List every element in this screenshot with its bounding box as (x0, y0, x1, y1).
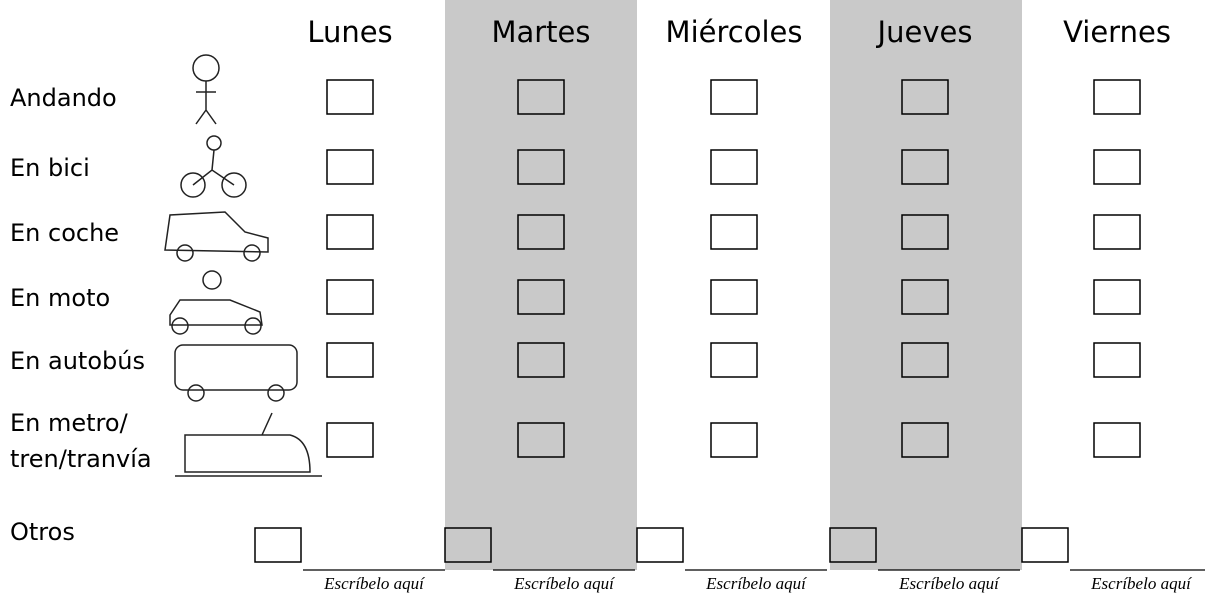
hint: Escríbelo aquí (898, 574, 1000, 593)
checkbox[interactable] (326, 149, 374, 185)
row-label: En autobús (10, 347, 145, 375)
row-label: En coche (10, 219, 119, 247)
row-label: En metro/ (10, 409, 129, 437)
checkbox[interactable] (517, 279, 565, 315)
hint: Escríbelo aquí (513, 574, 615, 593)
checkbox[interactable] (517, 149, 565, 185)
checkbox[interactable] (326, 342, 374, 378)
checkbox[interactable] (1093, 214, 1141, 250)
checkbox[interactable] (710, 279, 758, 315)
checkbox[interactable] (710, 214, 758, 250)
hint: Escríbelo aquí (705, 574, 807, 593)
checkbox[interactable] (1093, 279, 1141, 315)
checkbox[interactable] (901, 79, 949, 115)
checkbox[interactable] (254, 527, 302, 563)
checkbox[interactable] (829, 527, 877, 563)
checkbox[interactable] (517, 214, 565, 250)
checkbox[interactable] (517, 422, 565, 458)
checkbox[interactable] (444, 527, 492, 563)
checkbox[interactable] (326, 214, 374, 250)
row-label: En bici (10, 154, 90, 182)
row-label: tren/tranvía (10, 445, 152, 473)
checkbox[interactable] (901, 149, 949, 185)
checkbox[interactable] (1093, 342, 1141, 378)
checkbox[interactable] (517, 342, 565, 378)
checkbox[interactable] (326, 422, 374, 458)
hint: Escríbelo aquí (1090, 574, 1192, 593)
checkbox[interactable] (326, 79, 374, 115)
checkbox[interactable] (901, 214, 949, 250)
illustrations (164, 54, 322, 477)
checkbox[interactable] (710, 79, 758, 115)
checkbox[interactable] (901, 342, 949, 378)
day-header: Jueves (876, 15, 973, 49)
day-header: Martes (491, 15, 590, 49)
checkbox[interactable] (1021, 527, 1069, 563)
checkbox[interactable] (710, 342, 758, 378)
checkbox[interactable] (901, 279, 949, 315)
checkbox[interactable] (710, 422, 758, 458)
day-header: Miércoles (666, 15, 803, 49)
checkbox[interactable] (517, 79, 565, 115)
checkbox[interactable] (636, 527, 684, 563)
hint: Escríbelo aquí (323, 574, 425, 593)
row-label: En moto (10, 284, 110, 312)
checkbox[interactable] (710, 149, 758, 185)
day-header: Lunes (307, 15, 392, 49)
checkbox[interactable] (326, 279, 374, 315)
row-label: Andando (10, 84, 117, 112)
checkbox[interactable] (1093, 422, 1141, 458)
checkbox[interactable] (1093, 79, 1141, 115)
checkbox[interactable] (901, 422, 949, 458)
row-label: Otros (10, 518, 75, 546)
checkbox[interactable] (1093, 149, 1141, 185)
day-header: Viernes (1063, 15, 1171, 49)
content: Lunes Martes Miércoles Jueves Viernes Andando… (10, 0, 1205, 593)
